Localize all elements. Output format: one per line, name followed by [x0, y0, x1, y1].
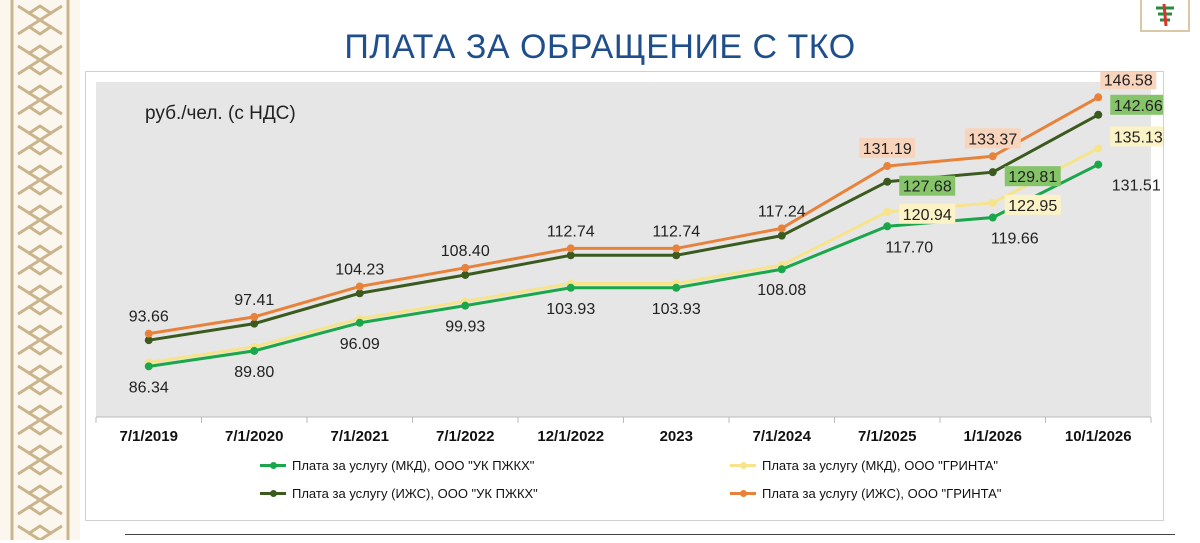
data-point — [250, 346, 259, 355]
legend-item-mkd-grinta: Плата за услугу (МКД), ООО "ГРИНТА" — [730, 458, 998, 473]
data-point — [1094, 144, 1103, 153]
data-label: 103.93 — [546, 301, 595, 318]
data-label: 96.09 — [340, 336, 380, 353]
legend-label: Плата за услугу (МКД), ООО "УК ПЖКХ" — [292, 458, 535, 473]
data-point — [355, 282, 364, 291]
y-axis-label: руб./чел. (с НДС) — [145, 103, 296, 124]
data-point — [883, 162, 892, 171]
data-label: 108.40 — [441, 243, 490, 260]
data-point — [1094, 93, 1103, 102]
legend-marker — [260, 461, 286, 469]
data-label: 131.51 — [1112, 178, 1161, 195]
data-label-bg — [1110, 126, 1163, 147]
data-label: 117.70 — [885, 239, 933, 256]
data-label-bg — [899, 203, 956, 224]
data-point — [461, 301, 470, 310]
data-label: 93.66 — [129, 309, 169, 326]
data-label: 133.37 — [968, 131, 1017, 148]
x-tick-label: 2023 — [660, 428, 693, 445]
chart-frame: 7/1/2019 7/1/2020 7/1/2021 7/1/2022 12/1/202… — [85, 71, 1164, 521]
data-point — [355, 318, 364, 327]
chart-legend: Плата за услугу (МКД), ООО "УК ПЖКХ" Пла… — [260, 458, 1060, 508]
data-label-bg — [899, 175, 956, 196]
data-label: 108.08 — [757, 282, 806, 299]
data-label-bg — [964, 128, 1021, 149]
x-tick-label: 7/1/2021 — [331, 428, 389, 445]
data-point — [672, 251, 681, 260]
data-point — [250, 319, 259, 328]
x-tick-label: 7/1/2020 — [225, 428, 283, 445]
legend-item-izhs-grinta: Плата за услугу (ИЖС), ООО "ГРИНТА" — [730, 486, 1001, 501]
data-point — [566, 251, 575, 260]
data-point — [777, 231, 786, 240]
data-label: 89.80 — [234, 364, 274, 381]
x-tick-label: 7/1/2025 — [858, 428, 916, 445]
legend-label: Плата за услугу (МКД), ООО "ГРИНТА" — [762, 458, 999, 473]
data-label: 112.74 — [547, 223, 595, 240]
data-label: 135.13 — [1114, 129, 1163, 146]
series-line — [148, 95, 1099, 336]
data-point — [355, 289, 364, 298]
x-tick-label: 1/1/2026 — [964, 428, 1022, 445]
data-label: 129.81 — [1008, 169, 1057, 186]
data-point — [461, 263, 470, 272]
data-label-bg — [859, 138, 916, 159]
legend-label: Плата за услугу (ИЖС), ООО "ГРИНТА" — [762, 486, 1002, 501]
legend-marker — [730, 489, 756, 497]
data-label: 117.24 — [758, 203, 806, 220]
data-point — [566, 283, 575, 292]
data-point — [461, 270, 470, 279]
legend-label: Плата за услугу (ИЖС), ООО "УК ПЖКХ" — [292, 486, 538, 501]
data-point — [144, 336, 153, 345]
data-point — [144, 329, 153, 338]
data-point — [566, 244, 575, 253]
data-label: 86.34 — [129, 379, 169, 396]
data-label: 127.68 — [903, 179, 952, 196]
data-point — [672, 244, 681, 253]
data-label: 120.94 — [903, 207, 952, 224]
data-point — [988, 168, 997, 177]
data-label-bg — [1100, 72, 1157, 90]
data-point — [777, 265, 786, 274]
data-label: 103.93 — [652, 301, 701, 318]
data-point — [988, 198, 997, 207]
data-point — [1094, 160, 1103, 169]
data-label: 99.93 — [445, 319, 485, 336]
data-point — [988, 213, 997, 222]
x-tick-label: 12/1/2022 — [537, 428, 604, 445]
legend-item-mkd-pzhkh: Плата за услугу (МКД), ООО "УК ПЖКХ" — [260, 458, 534, 473]
data-point — [777, 224, 786, 233]
x-tick-label: 7/1/2022 — [436, 428, 494, 445]
ornament-border — [0, 0, 80, 540]
data-label-bg — [1110, 94, 1163, 115]
page-title: ПЛАТА ЗА ОБРАЩЕНИЕ С ТКО — [344, 28, 856, 66]
data-label: 146.58 — [1104, 72, 1153, 89]
data-point — [883, 177, 892, 186]
x-tick-label: 7/1/2019 — [120, 428, 178, 445]
legend-item-izhs-pzhkh: Плата за услугу (ИЖС), ООО "УК ПЖКХ" — [260, 486, 538, 501]
data-label-bg — [1004, 194, 1061, 215]
data-point — [672, 283, 681, 292]
data-point — [1094, 110, 1103, 119]
data-label: 112.74 — [652, 223, 700, 240]
x-tick-label: 10/1/2026 — [1065, 428, 1132, 445]
data-label: 142.66 — [1114, 98, 1163, 115]
legend-marker — [260, 489, 286, 497]
data-point — [883, 207, 892, 216]
line-chart: 7/1/2019 7/1/2020 7/1/2021 7/1/2022 12/1/202… — [95, 72, 1163, 445]
data-label: 97.41 — [234, 292, 274, 309]
data-label-bg — [1004, 166, 1061, 187]
data-label: 131.19 — [863, 141, 912, 158]
data-label: 104.23 — [335, 261, 384, 278]
table-top-edge — [125, 534, 1175, 543]
data-point — [144, 362, 153, 371]
data-point — [883, 222, 892, 231]
data-label: 119.66 — [991, 231, 1039, 248]
data-point — [988, 152, 997, 161]
data-point — [250, 312, 259, 321]
x-tick-label: 7/1/2024 — [753, 428, 812, 445]
data-label: 122.95 — [1008, 198, 1057, 215]
legend-marker — [730, 461, 756, 469]
logo-icon — [1140, 0, 1190, 32]
